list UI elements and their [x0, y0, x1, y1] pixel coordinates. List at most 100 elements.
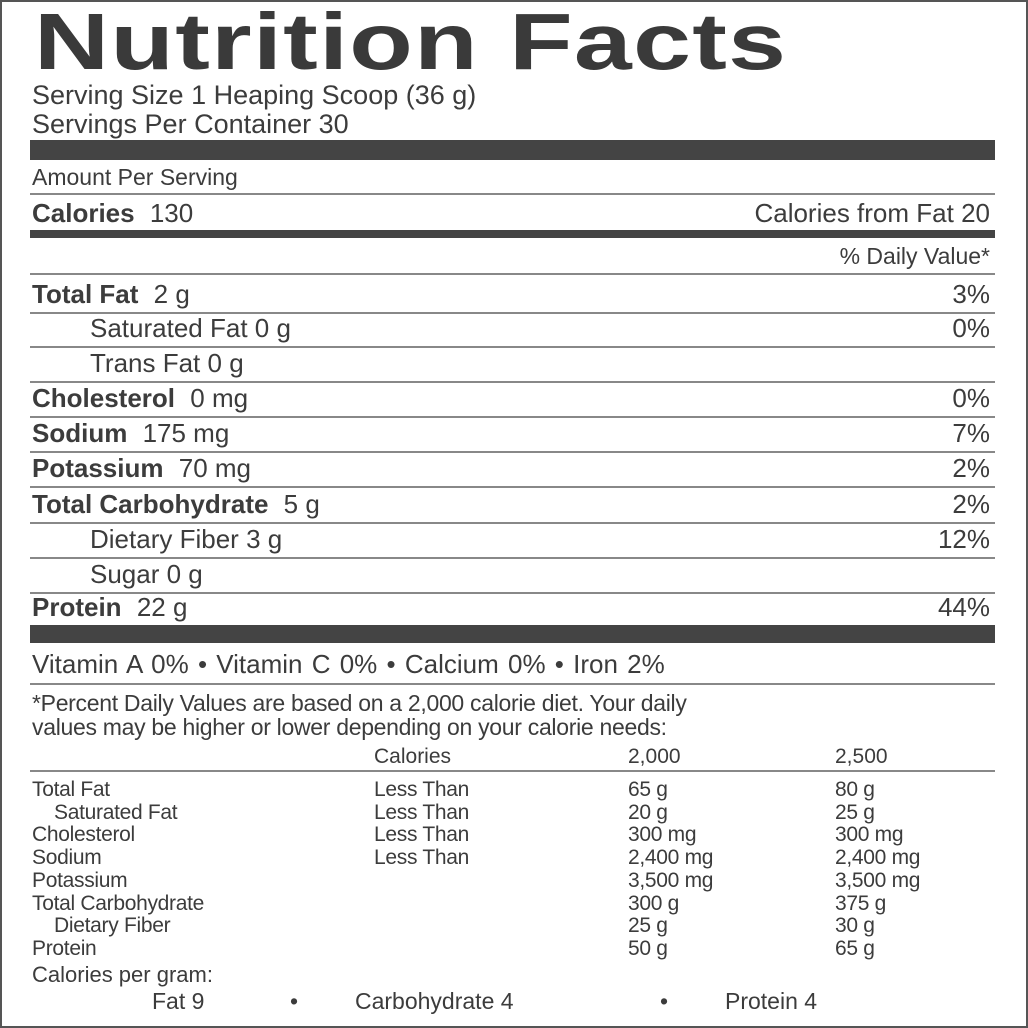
dv-table-cell: 80 g	[835, 778, 875, 801]
divider	[30, 451, 995, 453]
dv-table-cell: Protein	[32, 936, 97, 960]
dv-table-cell: 300 mg	[835, 823, 904, 847]
dv-table-cell: 300 mg	[628, 823, 697, 847]
dv-table-cell: Less Than	[374, 778, 469, 801]
nutrient-row: Sodium 175 mg 7%	[32, 420, 990, 446]
nutrient-label: Protein	[32, 592, 122, 622]
dv-table-cell: 2,400 mg	[835, 846, 921, 870]
dv-table-cell: Total Fat	[32, 778, 110, 801]
medium-divider	[30, 230, 995, 238]
calories-per-gram-label: Calories per gram:	[32, 962, 213, 987]
nutrient-dv: 12%	[937, 524, 990, 554]
nutrient-amount: 70 mg	[178, 453, 251, 483]
dv-table-cell: 25 g	[835, 800, 875, 824]
cpg-sep: •	[290, 988, 299, 1014]
footnote-line-2: values may be higher or lower depending …	[32, 714, 667, 740]
dv-table-cell: 50 g	[628, 936, 668, 960]
nutrient-label: Sugar	[90, 559, 160, 589]
nutrient-row: Cholesterol 0 mg 0%	[32, 385, 990, 411]
nutrient-dv: 0%	[952, 383, 990, 413]
nutrient-row: Protein 22 g 44%	[32, 594, 990, 620]
vitamins-row: Vitamin A 0% • Vitamin C 0% • Calcium 0%…	[32, 649, 665, 679]
dv-table-cell: 2,400 mg	[628, 846, 714, 870]
dv-table-cell: 65 g	[628, 778, 668, 801]
divider	[30, 592, 995, 594]
nutrient-label: Total Fat	[32, 279, 139, 309]
dv-table-cell: Saturated Fat	[54, 800, 178, 824]
nutrient-label: Trans Fat	[90, 348, 201, 378]
servings-per-container: Servings Per Container 30	[32, 109, 349, 139]
dv-header-2000: 2,000	[628, 745, 681, 768]
dv-table-cell: 375 g	[835, 891, 887, 915]
dv-table-cell: 25 g	[628, 914, 668, 938]
divider	[30, 273, 995, 275]
cpg-fat: Fat 9	[152, 988, 205, 1014]
nutrient-row: Total Carbohydrate 5 g 2%	[32, 491, 990, 517]
footnote-line-1: *Percent Daily Values are based on a 2,0…	[32, 690, 687, 716]
dv-table-cell: 30 g	[835, 914, 875, 938]
dv-table-cell: 300 g	[628, 891, 680, 915]
label-title: Nutrition Facts	[34, 0, 788, 86]
dv-table-cell: Less Than	[374, 846, 469, 870]
divider	[30, 557, 995, 559]
dv-table-cell: Less Than	[374, 823, 469, 847]
nutrient-label: Cholesterol	[32, 383, 176, 413]
dv-table-cell: Dietary Fiber	[54, 914, 171, 938]
calories-from-fat-label: Calories from Fat	[754, 198, 954, 228]
dv-table-cell: Cholesterol	[32, 823, 135, 847]
divider	[30, 683, 995, 685]
dv-table-cell: Potassium	[32, 868, 128, 892]
amount-per-serving: Amount Per Serving	[32, 164, 238, 190]
nutrient-row: Total Fat 2 g 3%	[32, 281, 990, 307]
divider	[30, 346, 995, 348]
dv-header-calories: Calories	[374, 745, 452, 768]
nutrient-dv: 2%	[952, 489, 990, 519]
divider	[30, 381, 995, 383]
dv-table-cell: Less Than	[374, 800, 469, 824]
dv-table-cell: 20 g	[628, 800, 668, 824]
dv-table-cell: 3,500 mg	[835, 868, 921, 892]
nutrient-row: Saturated Fat 0 g 0%	[32, 315, 990, 341]
divider	[30, 193, 995, 195]
nutrient-amount: 0 mg	[190, 383, 249, 413]
nutrient-label: Dietary Fiber	[90, 524, 239, 554]
nutrient-dv: 2%	[952, 453, 990, 483]
nutrient-amount: 0 g	[166, 559, 203, 589]
nutrient-amount: 0 g	[254, 313, 291, 343]
thick-divider	[30, 140, 995, 160]
nutrient-row: Sugar 0 g	[32, 561, 990, 587]
nutrient-dv: 7%	[952, 418, 990, 448]
daily-value-header-text: % Daily Value*	[839, 243, 990, 269]
nutrient-dv: 44%	[937, 592, 990, 622]
dv-table-cell: 3,500 mg	[628, 868, 714, 892]
divider	[30, 486, 995, 488]
nutrient-amount: 22 g	[136, 592, 188, 622]
nutrient-row: Dietary Fiber 3 g 12%	[32, 526, 990, 552]
nutrient-row: Trans Fat 0 g	[32, 350, 990, 376]
dv-table-cell: Sodium	[32, 846, 102, 870]
divider	[30, 522, 995, 524]
nutrient-amount: 3 g	[246, 524, 283, 554]
divider	[30, 770, 995, 772]
thick-divider	[30, 625, 995, 643]
calories-value: 130	[149, 198, 194, 228]
cpg-protein: Protein 4	[725, 988, 818, 1014]
dv-header-2500: 2,500	[835, 745, 888, 768]
cpg-sep: •	[660, 988, 669, 1014]
nutrient-dv: 0%	[952, 313, 990, 343]
nutrient-dv: 3%	[952, 279, 990, 309]
nutrient-label: Saturated Fat	[90, 313, 248, 343]
divider	[30, 416, 995, 418]
nutrient-row: Potassium 70 mg 2%	[32, 455, 990, 481]
nutrient-amount: 5 g	[283, 489, 320, 519]
nutrient-amount: 175 mg	[142, 418, 230, 448]
dv-table-cell: Total Carbohydrate	[32, 891, 205, 915]
serving-size: Serving Size 1 Heaping Scoop (36 g)	[32, 80, 477, 110]
calories-row: Calories 130 Calories from Fat 20	[32, 200, 990, 226]
nutrient-label: Sodium	[32, 418, 128, 448]
calories-label: Calories	[32, 198, 135, 228]
nutrient-label: Total Carbohydrate	[32, 489, 269, 519]
nutrient-label: Potassium	[32, 453, 164, 483]
dv-table-cell: 65 g	[835, 936, 875, 960]
